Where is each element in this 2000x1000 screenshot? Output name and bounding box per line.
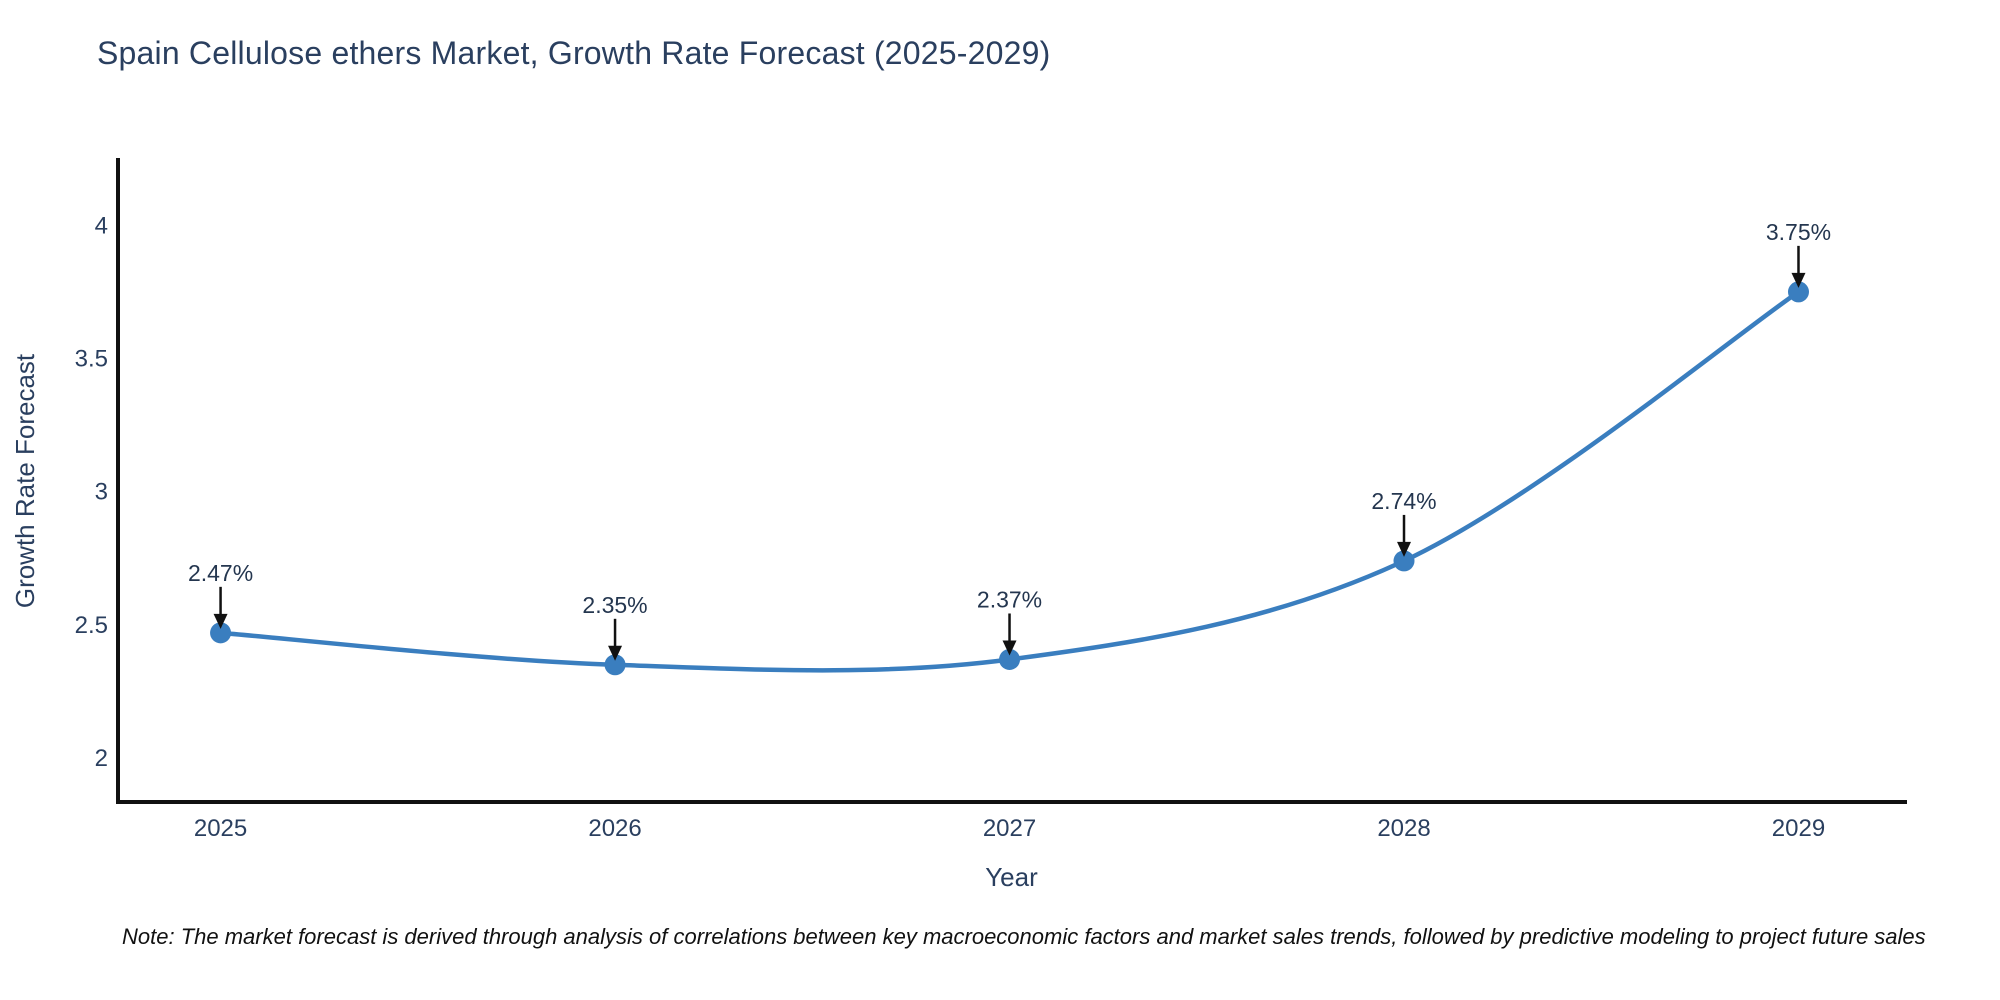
x-tick-label: 2025 — [194, 815, 247, 842]
x-tick-label: 2028 — [1377, 815, 1430, 842]
y-tick-label: 4 — [95, 212, 108, 239]
y-tick-label: 3 — [95, 479, 108, 506]
x-tick-label: 2029 — [1772, 815, 1825, 842]
data-point-marker — [999, 648, 1021, 670]
data-point-marker — [1787, 281, 1809, 303]
annotation-arrowhead-icon — [1002, 640, 1017, 656]
y-axis-title: Growth Rate Forecast — [10, 353, 40, 608]
point-annotation: 2.35% — [582, 592, 648, 661]
point-annotation: 2.74% — [1371, 488, 1437, 557]
point-annotation: 3.75% — [1766, 219, 1831, 288]
data-point-marker — [604, 654, 626, 676]
data-point-marker — [1393, 550, 1415, 572]
annotation-arrowhead-icon — [608, 645, 623, 661]
chart-title: Spain Cellulose ethers Market, Growth Ra… — [97, 35, 1051, 71]
data-point-marker — [210, 622, 232, 644]
footnote: Note: The market forecast is derived thr… — [122, 924, 1926, 949]
point-value-label: 2.35% — [582, 592, 647, 618]
axis-lines — [116, 158, 1907, 804]
y-tick-label: 2 — [95, 745, 108, 772]
x-tick-label: 2027 — [983, 815, 1036, 842]
annotation-arrowhead-icon — [213, 613, 228, 629]
point-value-label: 3.75% — [1766, 219, 1831, 245]
point-value-label: 2.37% — [977, 586, 1042, 612]
point-value-label: 2.74% — [1371, 488, 1436, 514]
point-annotation: 2.37% — [977, 586, 1042, 656]
point-value-label: 2.47% — [188, 560, 253, 586]
x-tick-label: 2026 — [588, 815, 641, 842]
x-axis-title: Year — [985, 862, 1038, 892]
y-tick-label: 2.5 — [75, 612, 108, 639]
y-tick-label: 3.5 — [75, 345, 108, 372]
annotation-arrowhead-icon — [1397, 541, 1412, 557]
annotation-arrowhead-icon — [1791, 272, 1806, 288]
point-annotation: 2.47% — [188, 560, 253, 629]
